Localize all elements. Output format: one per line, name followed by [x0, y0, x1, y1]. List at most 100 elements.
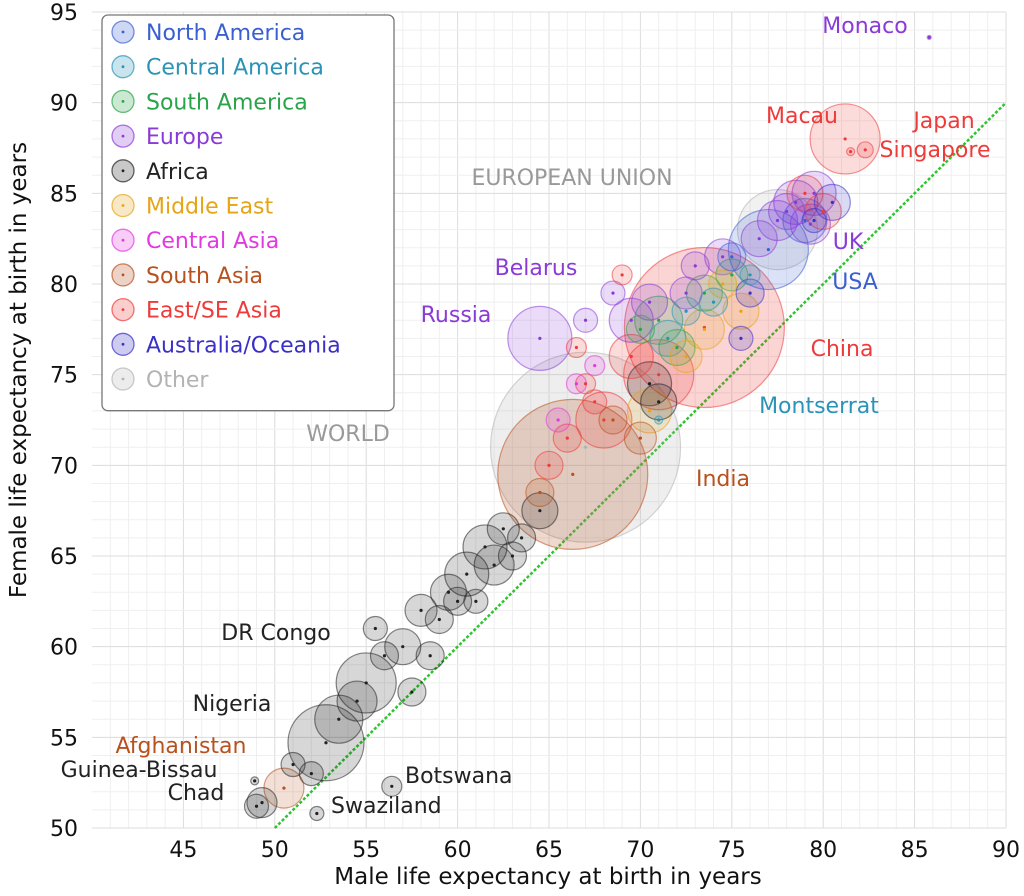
- x-tick-label: 55: [352, 838, 380, 863]
- bubble-south-asia-center: [538, 490, 542, 495]
- legend-item-africa[interactable]: Africa: [111, 159, 209, 185]
- legend-item-central-america[interactable]: Central America: [111, 55, 324, 81]
- legend-item-south-america[interactable]: South America: [111, 89, 308, 115]
- x-axis-title: Male life expectancy at birth in years: [334, 864, 762, 890]
- bubble-singapore-center: [863, 148, 867, 152]
- y-tick-label: 55: [50, 726, 78, 751]
- bubble-montserrat-center: [657, 418, 661, 422]
- bubble-east-se-asia-center: [593, 400, 597, 404]
- reference-line-equal: [273, 101, 1007, 829]
- legend-swatch-center: [121, 238, 125, 242]
- bubble-central-america-center: [684, 309, 688, 313]
- bubble-north-america-center: [803, 218, 807, 223]
- bubble-east-se-asia-center: [574, 345, 579, 350]
- bubble-nigeria-center: [324, 741, 328, 745]
- legend-swatch-center: [121, 308, 125, 311]
- legend-label: Europe: [146, 125, 223, 150]
- bubble-south-asia-center: [638, 436, 643, 440]
- label-china: China: [811, 337, 874, 362]
- bubble-middle-east-center: [647, 409, 652, 413]
- legend-item-north-america[interactable]: North America: [111, 20, 305, 46]
- bubble-japan-center: [843, 137, 847, 141]
- bubble-monaco-center: [927, 35, 931, 39]
- legend-label: South America: [146, 90, 308, 115]
- legend-item-central-asia[interactable]: Central Asia: [111, 228, 279, 254]
- bubble-east-se-asia-center: [620, 273, 624, 277]
- x-tick-label: 75: [718, 838, 746, 863]
- bubble-central-america-center: [666, 336, 670, 340]
- legend-label: Other: [146, 368, 209, 393]
- bubble-africa-center: [446, 590, 451, 594]
- bubble-middle-east-center: [684, 354, 688, 359]
- bubble-africa-center: [501, 527, 505, 531]
- bubble-australia-oceania-center: [739, 336, 743, 340]
- bubble-africa-center: [337, 717, 341, 721]
- bubble-africa-center: [474, 599, 478, 603]
- y-tick-label: 50: [50, 817, 78, 842]
- legend-label: North America: [146, 21, 305, 46]
- y-axis-title: Female life expectancy at birth in years: [6, 142, 32, 598]
- bubble-central-asia-center: [574, 382, 579, 386]
- label-uk: UK: [833, 230, 864, 255]
- label-belarus: Belarus: [495, 256, 578, 281]
- bubble-central-america-center: [748, 273, 752, 277]
- x-tick-label: 80: [809, 838, 837, 863]
- legend-swatch-center: [121, 273, 125, 277]
- label-singapore: Singapore: [880, 138, 991, 163]
- bubble-africa-center: [410, 690, 414, 694]
- label-guinea-bissau: Guinea-Bissau: [61, 758, 218, 783]
- legend-swatch-center: [121, 65, 125, 69]
- legend-item-east-se-asia[interactable]: East/SE Asia: [111, 297, 282, 324]
- bubble-europe-center: [757, 237, 761, 241]
- legend-item-middle-east[interactable]: Middle East: [111, 193, 274, 220]
- bubble-swaziland-center: [315, 811, 319, 816]
- bubble-east-se-asia-center: [565, 436, 569, 440]
- legend-item-south-asia[interactable]: South Asia: [111, 263, 263, 289]
- bubble-europe-center: [785, 209, 789, 214]
- x-tick-label: 70: [626, 838, 654, 863]
- y-tick-label: 75: [50, 364, 78, 389]
- bubble-australia-oceania-center: [812, 218, 816, 223]
- bubble-dr-congo-center: [364, 681, 368, 685]
- y-tick-label: 90: [50, 92, 78, 117]
- label-european-union: EUROPEAN UNION: [471, 166, 672, 191]
- bubble-world-center: [583, 445, 588, 449]
- bubble-uk-center: [808, 222, 813, 226]
- legend-item-australia-oceania[interactable]: Australia/Oceania: [111, 332, 341, 358]
- label-swaziland: Swaziland: [331, 794, 442, 819]
- y-tick-label: 95: [50, 1, 78, 26]
- label-russia: Russia: [421, 303, 492, 328]
- x-tick-label: 90: [992, 838, 1020, 863]
- bubble-east-se-asia-center: [803, 191, 807, 195]
- label-japan: Japan: [911, 109, 974, 134]
- label-macau: Macau: [766, 104, 838, 129]
- legend-swatch-center: [121, 377, 125, 381]
- x-tick-label: 50: [261, 838, 289, 863]
- bubble-chad-center: [260, 801, 264, 805]
- bubble-africa-center: [465, 572, 469, 576]
- legend-item-europe[interactable]: Europe: [111, 124, 223, 150]
- legend-item-other[interactable]: Other: [111, 367, 209, 393]
- bubble-middle-east-center: [721, 282, 725, 286]
- bubble-europe-center: [775, 218, 780, 223]
- legend-label: Middle East: [146, 195, 274, 220]
- legend-swatch-center: [121, 134, 125, 138]
- bubble-europe-center: [684, 291, 688, 295]
- bubble-centers: [253, 35, 931, 816]
- label-afghanistan: Afghanistan: [116, 734, 247, 759]
- y-tick-label: 70: [50, 454, 78, 479]
- legend[interactable]: North America Central America South Americ…: [101, 14, 395, 412]
- label-chad: Chad: [168, 781, 225, 806]
- legend-swatch-center: [121, 204, 125, 207]
- legend-swatch-center: [121, 100, 125, 103]
- bubble-europe-center: [693, 264, 697, 268]
- bubble-afghanistan-center: [282, 786, 286, 790]
- bubble-africa-center: [510, 554, 515, 558]
- bubble-africa-center: [254, 804, 259, 808]
- bubble-south-asia-center: [611, 418, 615, 422]
- label-montserrat: Montserrat: [759, 394, 879, 419]
- x-tick-label: 65: [535, 838, 563, 863]
- bubble-middle-east-center: [702, 327, 706, 331]
- legend-swatch-center: [121, 169, 125, 173]
